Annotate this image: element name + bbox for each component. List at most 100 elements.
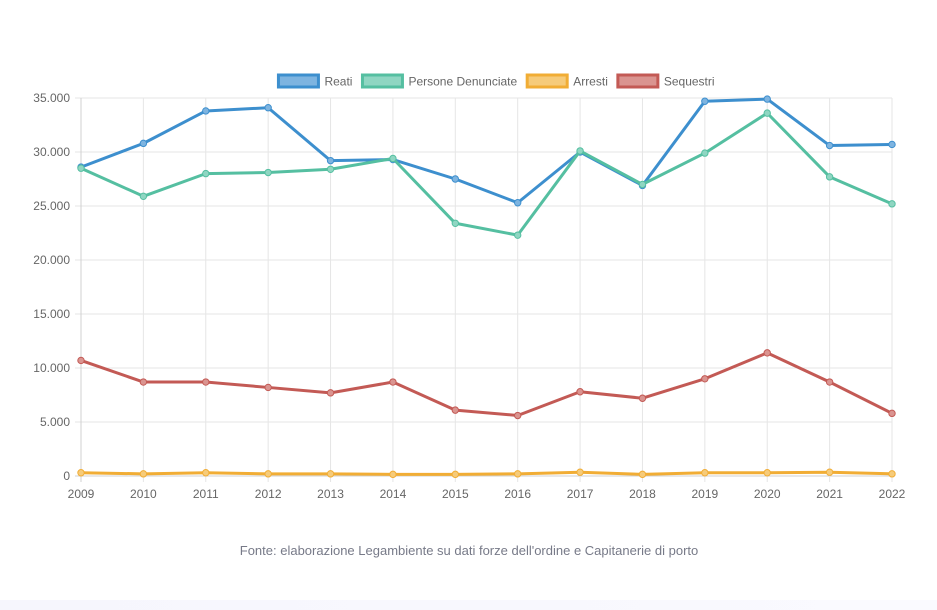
series-line: [79, 351, 894, 418]
data-point: [451, 470, 460, 479]
x-tick-label: 2010: [130, 487, 157, 501]
data-point: [888, 470, 896, 478]
data-point: [513, 231, 522, 239]
x-tick-label: 2020: [754, 487, 781, 501]
data-point: [451, 219, 460, 227]
x-tick-label: 2019: [691, 487, 718, 501]
data-point: [326, 165, 335, 173]
x-tick-label: 2013: [317, 487, 344, 501]
data-point: [888, 140, 896, 149]
data-point: [638, 394, 647, 402]
data-point: [825, 378, 834, 386]
data-point: [701, 97, 709, 105]
data-point: [77, 164, 85, 172]
legend-swatch: [360, 73, 404, 89]
y-tick-label: 35.000: [33, 91, 70, 105]
data-point: [202, 107, 210, 115]
data-point: [888, 409, 896, 418]
data-point: [576, 468, 584, 476]
source-note: Fonte: elaborazione Legambiente su dati …: [240, 543, 699, 558]
legend-swatch: [276, 73, 320, 89]
data-point: [264, 168, 272, 177]
data-point: [139, 139, 148, 148]
data-point: [389, 470, 397, 479]
data-point: [202, 469, 210, 477]
data-point: [139, 378, 148, 386]
data-point: [326, 470, 335, 478]
x-tick-label: 2012: [255, 487, 282, 501]
y-tick-label: 0: [63, 469, 70, 483]
data-point: [576, 388, 584, 396]
data-point: [139, 192, 148, 200]
data-point: [451, 406, 460, 414]
legend-item-persone-denunciate[interactable]: Persone Denunciate: [360, 73, 518, 89]
y-tick-label: 5.000: [40, 415, 70, 429]
x-tick-label: 2018: [629, 487, 656, 501]
data-point: [638, 470, 647, 479]
x-tick-label: 2009: [68, 487, 95, 501]
data-point: [825, 173, 834, 181]
legend-label: Persone Denunciate: [408, 75, 517, 89]
series-line: [79, 97, 894, 205]
data-point: [763, 469, 771, 477]
x-tick-label: 2021: [816, 487, 843, 501]
y-tick-label: 25.000: [33, 199, 70, 213]
x-tick-label: 2016: [504, 487, 531, 501]
y-tick-label: 15.000: [33, 307, 70, 321]
x-tick-label: 2014: [380, 487, 407, 501]
legend-item-sequestri[interactable]: Sequestri: [616, 73, 715, 89]
data-point: [389, 154, 397, 163]
series-lines: [77, 95, 896, 479]
series-line: [79, 470, 894, 476]
legend-swatch: [525, 73, 569, 89]
legend-swatch: [616, 73, 660, 89]
legend-label: Reati: [324, 75, 352, 89]
bottom-band: [0, 600, 937, 610]
data-point: [763, 95, 771, 103]
series-sequestri: [77, 349, 896, 420]
legend-item-arresti[interactable]: Arresti: [525, 73, 608, 89]
y-tick-label: 10.000: [33, 361, 70, 375]
data-point: [264, 104, 272, 112]
data-point: [825, 141, 834, 150]
data-point: [513, 411, 522, 420]
data-point: [326, 389, 335, 397]
data-point: [139, 470, 148, 478]
x-tick-label: 2015: [442, 487, 469, 501]
data-point: [264, 470, 272, 478]
data-point: [701, 469, 709, 477]
data-point: [638, 180, 647, 189]
data-point: [763, 109, 771, 117]
data-point: [701, 149, 709, 157]
y-tick-label: 20.000: [33, 253, 70, 267]
data-point: [326, 156, 335, 165]
data-point: [202, 169, 210, 178]
data-point: [513, 470, 522, 478]
legend-label: Sequestri: [664, 75, 715, 89]
data-point: [77, 469, 85, 477]
axes: 0 5.000 10.000 15.000 20.000 25.000 30.000 35.0…: [33, 91, 905, 501]
x-tick-label: 2022: [879, 487, 906, 501]
data-point: [825, 468, 834, 476]
legend-item-reati[interactable]: Reati: [276, 73, 352, 89]
data-point: [77, 356, 85, 365]
series-line: [79, 111, 894, 237]
legend: Reati Persone Denunciate Arresti Sequestri: [276, 73, 715, 89]
series-reati: [77, 95, 896, 207]
data-point: [576, 147, 584, 155]
data-point: [264, 383, 272, 392]
data-point: [888, 200, 896, 208]
series-persone-denunciate: [77, 109, 896, 239]
y-tick-label: 30.000: [33, 145, 70, 159]
data-point: [701, 375, 709, 383]
x-tick-label: 2017: [567, 487, 594, 501]
data-point: [202, 378, 210, 386]
x-tick-label: 2011: [193, 487, 219, 501]
legend-label: Arresti: [573, 75, 608, 89]
data-point: [513, 199, 522, 207]
data-point: [451, 175, 460, 183]
grid: [75, 97, 893, 482]
data-point: [763, 349, 771, 357]
data-point: [389, 378, 397, 386]
